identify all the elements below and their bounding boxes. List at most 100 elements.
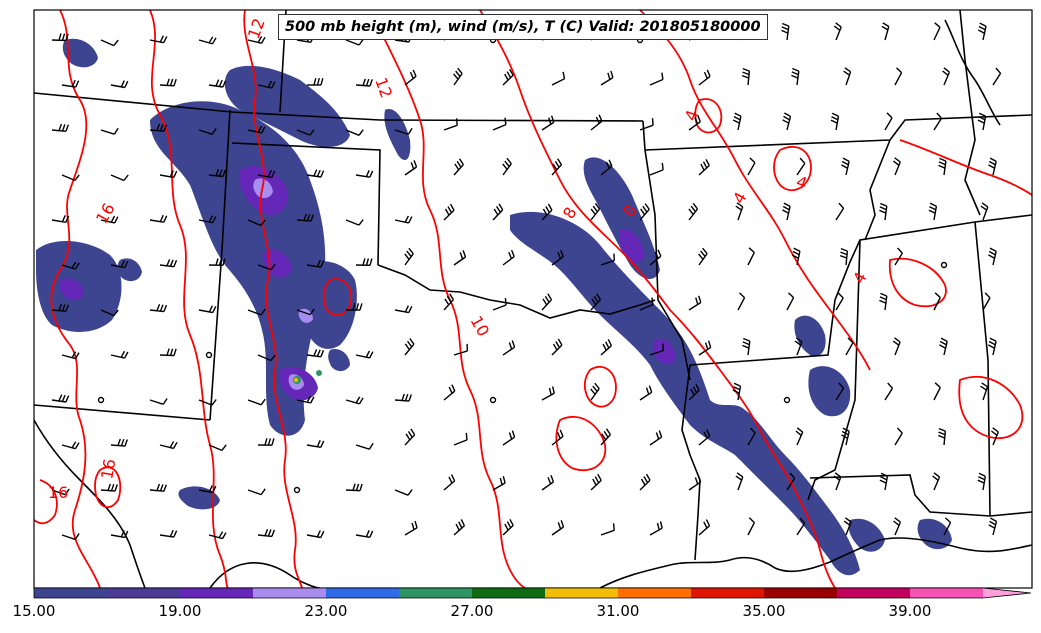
wind-barb bbox=[835, 382, 845, 401]
colorbar-segment bbox=[472, 588, 546, 598]
wind-barb bbox=[590, 382, 600, 401]
wind-barb bbox=[747, 157, 756, 176]
wind-barb bbox=[590, 202, 601, 221]
wind-barb bbox=[306, 349, 325, 358]
wind-barb bbox=[394, 489, 413, 496]
wind-barb bbox=[928, 202, 938, 221]
wind-barb bbox=[502, 430, 516, 446]
wind-barb bbox=[796, 157, 806, 176]
wind-barb bbox=[453, 432, 468, 446]
wind-barb bbox=[51, 123, 70, 132]
contour-label: 4 bbox=[729, 189, 751, 207]
wind-barb bbox=[747, 427, 756, 446]
colorbar-extension bbox=[983, 588, 1031, 598]
wind-barb bbox=[205, 351, 213, 359]
wind-barb bbox=[845, 337, 854, 356]
wind-barb bbox=[551, 71, 566, 86]
wind-barb bbox=[443, 118, 458, 131]
wind-barb bbox=[492, 476, 506, 491]
wind-barb bbox=[742, 337, 751, 356]
wind-barb bbox=[100, 39, 119, 47]
wind-barb bbox=[551, 520, 565, 536]
wind-barb bbox=[590, 293, 601, 311]
wind-barb bbox=[639, 385, 653, 401]
wind-barb bbox=[453, 67, 463, 86]
wind-barb bbox=[159, 170, 178, 179]
wind-barb bbox=[541, 115, 555, 131]
wind-barb bbox=[502, 157, 512, 176]
wind-barb bbox=[502, 518, 514, 536]
wind-barb bbox=[833, 472, 842, 491]
wind-barbs bbox=[51, 22, 1002, 541]
wind-barb bbox=[600, 428, 611, 446]
wind-barb bbox=[933, 112, 943, 131]
wind-barb bbox=[782, 202, 791, 221]
wind-barb bbox=[541, 386, 555, 401]
wind-barb bbox=[688, 383, 700, 401]
wind-barb bbox=[198, 485, 217, 494]
wind-barb bbox=[51, 303, 70, 312]
wind-barb bbox=[61, 261, 80, 270]
wind-barb bbox=[404, 160, 418, 176]
colorbar-segment bbox=[764, 588, 838, 598]
wind-barb bbox=[649, 430, 663, 446]
wind-barb bbox=[982, 292, 991, 311]
wind-barb bbox=[990, 427, 999, 446]
wind-barb bbox=[110, 174, 129, 182]
wind-barb bbox=[198, 305, 217, 314]
wind-barb bbox=[541, 203, 553, 221]
colorbar-tick-label: 31.00 bbox=[596, 602, 640, 620]
wind-barb bbox=[791, 247, 801, 266]
wind-barb bbox=[492, 117, 507, 131]
wind-barb bbox=[893, 517, 902, 536]
colorbar-tick-label: 35.00 bbox=[742, 602, 786, 620]
wind-barb bbox=[892, 337, 901, 356]
wind-barb bbox=[257, 170, 276, 179]
wind-barb bbox=[149, 123, 168, 132]
wind-barb bbox=[61, 441, 80, 450]
wind-barb bbox=[293, 486, 301, 494]
wind-barb bbox=[247, 488, 266, 496]
wind-barb bbox=[296, 129, 315, 136]
wind-barb bbox=[443, 474, 456, 491]
wind-barb bbox=[988, 157, 997, 176]
wind-barb bbox=[257, 263, 276, 271]
wind-barb bbox=[296, 213, 314, 222]
wind-barb bbox=[892, 157, 901, 176]
colorbar-outline bbox=[33, 587, 1032, 599]
wind-barb bbox=[698, 247, 708, 266]
wind-barb bbox=[879, 202, 888, 221]
wind-barb bbox=[404, 520, 418, 536]
wind-barb bbox=[698, 69, 711, 86]
wind-barb bbox=[61, 533, 80, 541]
wind-barb bbox=[649, 521, 663, 536]
wind-barb bbox=[783, 396, 791, 404]
wind-barb bbox=[355, 530, 374, 538]
wind-barb bbox=[100, 215, 119, 224]
wind-barb bbox=[404, 338, 415, 356]
wind-barb bbox=[394, 215, 413, 224]
wind-barb bbox=[590, 114, 603, 131]
wind-barb bbox=[894, 247, 903, 266]
wind-barb bbox=[110, 80, 129, 89]
wind-barb bbox=[208, 168, 227, 178]
wind-barb bbox=[939, 337, 948, 356]
contour-label: 16 bbox=[48, 483, 68, 502]
contour-label: 16 bbox=[97, 457, 119, 480]
wind-barb bbox=[159, 78, 177, 87]
wind-barb bbox=[257, 354, 276, 362]
wind-barb bbox=[345, 483, 363, 492]
wind-barb bbox=[639, 203, 650, 221]
wind-barb bbox=[345, 38, 364, 46]
wind-barb bbox=[786, 472, 796, 491]
wind-barb bbox=[735, 202, 744, 221]
wind-barb bbox=[698, 158, 710, 176]
wind-barb bbox=[830, 112, 840, 131]
wind-barb bbox=[394, 393, 412, 402]
wind-barb bbox=[110, 350, 129, 359]
wind-barb bbox=[355, 78, 373, 87]
colorbar-segment bbox=[34, 588, 108, 598]
wind-barb bbox=[937, 427, 947, 446]
wind-barb bbox=[306, 259, 325, 268]
